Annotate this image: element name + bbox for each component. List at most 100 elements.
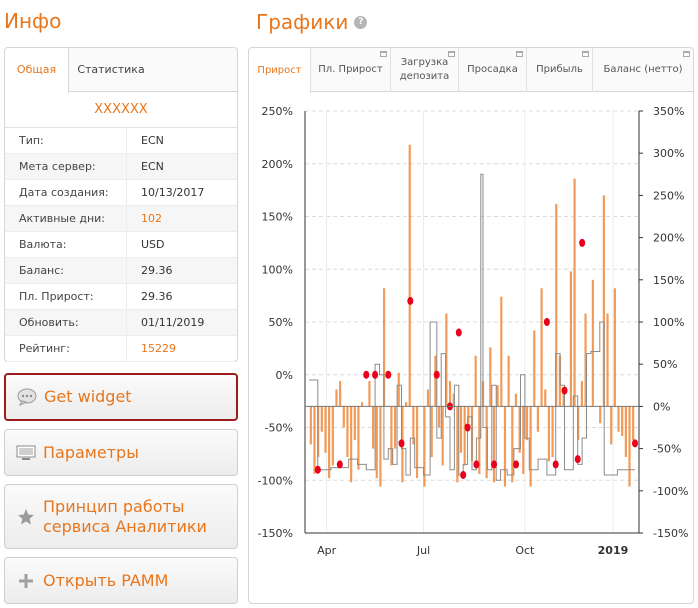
window-icon (448, 51, 455, 57)
bar (511, 406, 514, 483)
marker-point (455, 328, 462, 337)
bar (613, 288, 616, 407)
info-key: Мета сервер: (5, 154, 127, 179)
bar (562, 389, 565, 407)
help-icon[interactable]: ? (354, 15, 368, 29)
info-key: Тип: (5, 128, 127, 153)
y-right-tick-label: 100% (653, 316, 684, 329)
info-key: Баланс: (5, 258, 127, 283)
bar (430, 406, 433, 458)
bar (551, 406, 554, 458)
window-icon (683, 51, 690, 57)
account-name[interactable]: XXXXXX (5, 92, 237, 128)
tab-float-growth-label: Пл. Прирост (318, 64, 383, 75)
bar (372, 406, 375, 449)
bar (452, 393, 455, 407)
tab-profit-label: Прибыль (536, 64, 583, 75)
chat-bubble-icon (16, 386, 38, 408)
y-right-tick-label: -100% (653, 485, 688, 498)
y-left-tick-label: 0% (276, 369, 293, 382)
window-icon (380, 51, 387, 57)
bar (426, 389, 430, 407)
bar (547, 406, 551, 462)
bar (404, 402, 408, 407)
bar (408, 144, 411, 407)
y-left-tick-label: 50% (269, 316, 293, 329)
bar (540, 288, 543, 407)
bar (525, 406, 529, 441)
bar (599, 406, 602, 424)
window-icon (582, 51, 589, 57)
marker-point (574, 455, 581, 464)
tab-net-balance[interactable]: Баланс (нетто) (593, 48, 693, 92)
bar (313, 406, 316, 474)
info-value: ECN (141, 160, 164, 173)
tab-profit[interactable]: Прибыль (527, 48, 593, 92)
x-tick-label: Jul (416, 544, 430, 557)
bar (555, 203, 558, 407)
bar (632, 406, 635, 441)
analytics-principle-button[interactable]: Принцип работы сервиса Аналитики (4, 484, 238, 549)
x-tick-label: Apr (317, 544, 337, 557)
bar (580, 381, 583, 407)
bar (536, 406, 540, 432)
info-row-meta-server: Мета сервер: ECN (5, 154, 237, 180)
marker-point (491, 460, 498, 469)
bar (382, 288, 386, 407)
bar (412, 406, 415, 445)
bar (393, 406, 397, 449)
y-right-tick-label: 150% (653, 274, 684, 287)
bar (606, 313, 609, 407)
bar (485, 406, 488, 479)
info-value: ECN (141, 134, 164, 147)
tab-deposit-load[interactable]: Загрузка депозита (391, 48, 459, 92)
marker-point (543, 318, 550, 326)
info-table: Тип: ECN Мета сервер: ECN Дата создания:… (5, 128, 237, 362)
bar (602, 195, 605, 407)
bar (448, 381, 452, 407)
bar (474, 355, 477, 407)
bar (309, 406, 312, 445)
marker-point (385, 370, 392, 379)
info-value: 29.36 (141, 290, 173, 303)
analytics-principle-line2: сервиса Аналитики (43, 516, 207, 536)
tab-growth[interactable]: Прирост (249, 48, 311, 93)
bar (496, 385, 499, 407)
active-days-link[interactable]: 102 (141, 212, 162, 225)
y-left-tick-label: -50% (265, 422, 293, 435)
bar (467, 406, 470, 424)
tab-float-growth[interactable]: Пл. Прирост (311, 48, 391, 92)
info-row-updated: Обновить: 01/11/2019 (5, 310, 237, 336)
get-widget-button[interactable]: Get widget (4, 373, 238, 421)
y-left-tick-label: -150% (258, 527, 293, 540)
marker-point (336, 460, 343, 469)
open-pamm-button[interactable]: Открыть PAMM (4, 557, 238, 604)
parameters-button[interactable]: Параметры (4, 429, 238, 476)
marker-point (632, 439, 638, 448)
rating-link[interactable]: 15229 (141, 342, 176, 355)
bar (324, 406, 327, 453)
tab-net-balance-label: Баланс (нетто) (603, 64, 683, 75)
tab-general[interactable]: Общая (5, 48, 69, 93)
tab-drawdown[interactable]: Просадка (459, 48, 527, 92)
bar (573, 178, 576, 407)
bar (617, 406, 620, 432)
chart-labels: 250% 200% 150% 100% 50% 0% -50% -100% -150% 350% 3… (258, 105, 689, 557)
info-title: Инфо (4, 9, 62, 33)
info-row-rating: Рейтинг: 15229 (5, 336, 237, 362)
info-row-type: Тип: ECN (5, 128, 237, 154)
bar (434, 355, 437, 407)
graph-tabs: Прирост Пл. Прирост Загрузка депозита Пр… (249, 48, 693, 93)
info-row-balance: Баланс: 29.36 (5, 258, 237, 284)
bar (507, 355, 510, 407)
marker-point (363, 370, 370, 379)
growth-chart[interactable]: 250% 200% 150% 100% 50% 0% -50% -100% -150% 350% 3… (249, 93, 693, 603)
monitor-icon (15, 442, 37, 464)
bar (437, 406, 441, 428)
marker-point (433, 370, 440, 379)
tab-statistics[interactable]: Статистика (77, 63, 145, 76)
bar (423, 406, 426, 487)
bar (368, 381, 371, 407)
analytics-principle-line1: Принцип работы (43, 496, 185, 516)
y-right-tick-label: 300% (653, 147, 684, 160)
